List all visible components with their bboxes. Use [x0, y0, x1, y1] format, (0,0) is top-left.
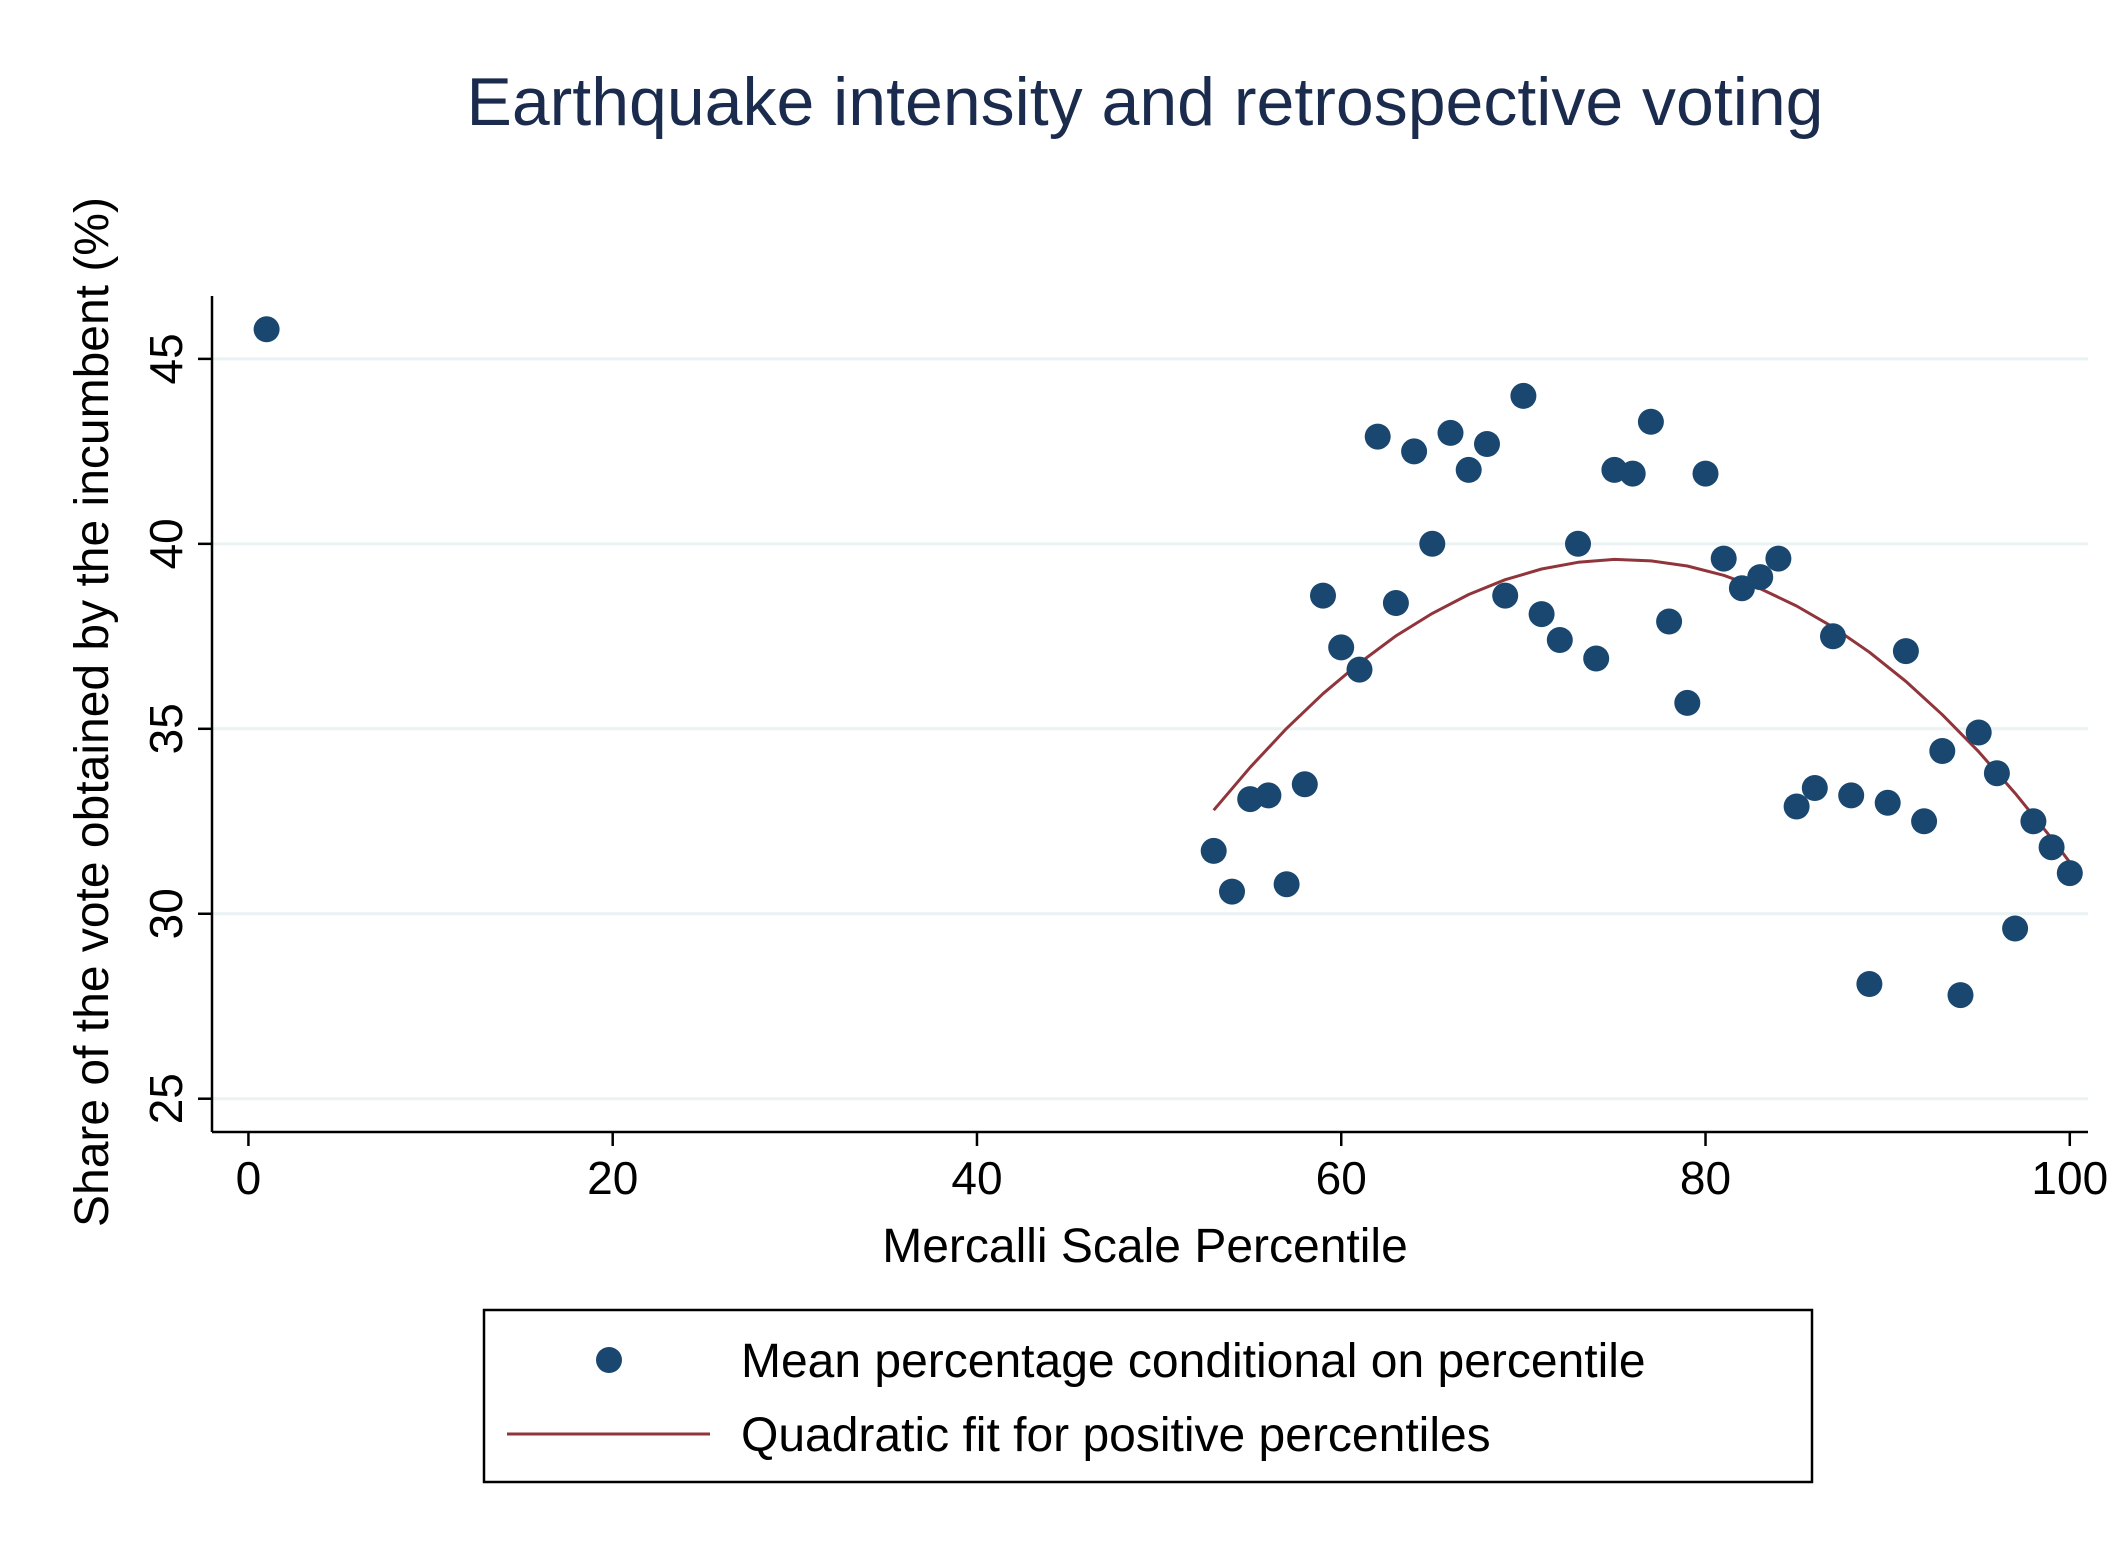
legend-label-points: Mean percentage conditional on percentil… — [741, 1335, 1646, 1388]
data-point — [253, 316, 280, 343]
x-tick-label: 20 — [587, 1152, 638, 1204]
data-point — [2056, 860, 2083, 887]
data-point — [1820, 623, 1846, 650]
x-tick-label: 80 — [1680, 1152, 1731, 1204]
chart-title: Earthquake intensity and retrospective v… — [466, 64, 1823, 140]
data-point — [2038, 834, 2065, 861]
data-point — [1291, 771, 1318, 798]
x-tick-label: 60 — [1316, 1152, 1367, 1204]
data-point — [1838, 782, 1865, 809]
data-point — [1783, 793, 1810, 820]
x-axis-ticks: 0 20 40 60 80 100 — [236, 1132, 2108, 1204]
data-point — [1892, 638, 1919, 665]
legend-box — [482, 1308, 1814, 1484]
y-axis-ticks: 25 30 35 40 45 — [140, 333, 212, 1124]
data-point — [1856, 971, 1883, 997]
data-point — [1929, 738, 1956, 764]
data-point — [1200, 837, 1227, 864]
data-point — [1965, 719, 1992, 746]
scatter-points — [253, 316, 2083, 1009]
y-tick-label: 25 — [140, 1073, 192, 1124]
data-point — [1911, 808, 1938, 835]
data-point — [1637, 408, 1664, 435]
data-point — [1437, 419, 1464, 446]
x-tick-label: 0 — [236, 1152, 262, 1204]
data-point — [1382, 590, 1409, 616]
data-point — [1219, 878, 1245, 905]
data-point — [1474, 431, 1500, 457]
grid-lines — [212, 357, 2088, 1101]
data-point — [1710, 545, 1737, 572]
y-tick-label: 45 — [140, 333, 192, 384]
data-point — [1983, 760, 2010, 787]
data-point — [1765, 545, 1792, 572]
data-point — [1492, 582, 1519, 609]
legend-label-fit: Quadratic fit for positive percentiles — [741, 1409, 1491, 1462]
data-point — [1310, 582, 1336, 609]
data-point — [1674, 689, 1701, 716]
x-tick-label: 40 — [951, 1152, 1002, 1204]
data-point — [1255, 782, 1282, 809]
data-point — [1528, 601, 1555, 628]
data-point — [1510, 382, 1537, 409]
data-point — [1583, 645, 1610, 672]
data-point — [1692, 460, 1719, 487]
data-point — [1747, 564, 1774, 591]
data-point — [1619, 460, 1646, 487]
data-point — [2020, 808, 2047, 835]
data-point — [2002, 915, 2029, 942]
data-point — [1656, 608, 1683, 635]
data-point — [1947, 982, 1974, 1009]
data-point — [1273, 871, 1300, 898]
data-point — [1328, 634, 1355, 661]
legend-marker-points — [596, 1347, 622, 1373]
x-tick-label: 100 — [2031, 1152, 2108, 1204]
axes — [210, 296, 2088, 1134]
y-tick-label: 40 — [140, 518, 192, 569]
data-point — [1565, 530, 1591, 557]
data-point — [1401, 438, 1428, 465]
data-point — [1546, 627, 1573, 653]
legend: Mean percentage conditional on percentil… — [482, 1308, 1814, 1484]
data-point — [1364, 423, 1391, 450]
x-axis-title: Mercalli Scale Percentile — [882, 1220, 1408, 1273]
data-point — [1455, 456, 1482, 483]
data-point — [1346, 656, 1373, 683]
data-point — [1419, 530, 1446, 557]
data-point — [1874, 789, 1901, 816]
y-axis-title: Share of the vote obtained by the incumb… — [66, 197, 119, 1227]
data-point — [1801, 775, 1828, 801]
y-tick-label: 30 — [140, 888, 192, 939]
y-tick-label: 35 — [140, 703, 192, 754]
